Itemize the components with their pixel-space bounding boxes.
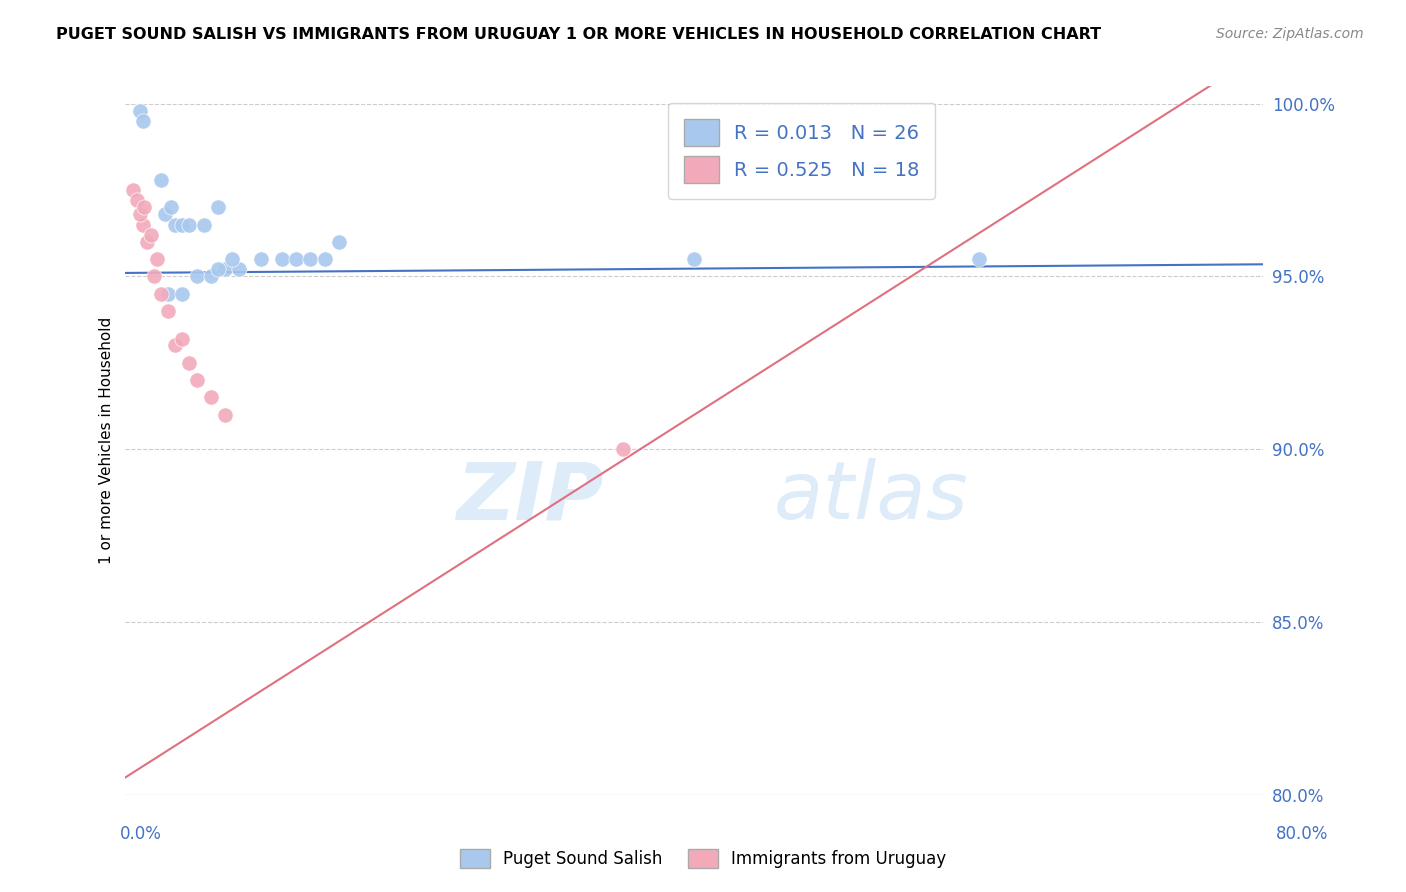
Point	[145, 252, 167, 266]
Point	[683, 252, 706, 266]
Text: PUGET SOUND SALISH VS IMMIGRANTS FROM URUGUAY 1 OR MORE VEHICLES IN HOUSEHOLD CO: PUGET SOUND SALISH VS IMMIGRANTS FROM UR…	[56, 27, 1101, 42]
Point	[228, 262, 250, 277]
Point	[207, 262, 229, 277]
Text: atlas: atlas	[775, 458, 969, 536]
Point	[186, 269, 208, 284]
Point	[271, 252, 294, 266]
Point	[128, 103, 150, 118]
Point	[157, 304, 180, 318]
Point	[200, 390, 222, 404]
Point	[172, 218, 194, 232]
Point	[132, 200, 155, 214]
Text: 0.0%: 0.0%	[120, 825, 162, 843]
Legend: R = 0.013   N = 26, R = 0.525   N = 18: R = 0.013 N = 26, R = 0.525 N = 18	[668, 103, 935, 199]
Y-axis label: 1 or more Vehicles in Household: 1 or more Vehicles in Household	[100, 317, 114, 564]
Point	[128, 207, 150, 221]
Point	[249, 252, 271, 266]
Point	[139, 227, 162, 242]
Point	[150, 172, 173, 186]
Point	[200, 269, 222, 284]
Text: 80.0%: 80.0%	[1277, 825, 1329, 843]
Point	[157, 286, 180, 301]
Point	[160, 200, 183, 214]
Point	[179, 218, 201, 232]
Legend: Puget Sound Salish, Immigrants from Uruguay: Puget Sound Salish, Immigrants from Urug…	[453, 842, 953, 875]
Point	[131, 218, 153, 232]
Point	[612, 442, 634, 457]
Point	[165, 218, 187, 232]
Point	[125, 194, 148, 208]
Point	[214, 262, 236, 277]
Point	[150, 286, 173, 301]
Text: ZIP: ZIP	[456, 458, 603, 536]
Point	[131, 114, 153, 128]
Point	[142, 269, 165, 284]
Point	[967, 252, 990, 266]
Point	[221, 252, 243, 266]
Point	[299, 252, 322, 266]
Point	[121, 183, 143, 197]
Point	[328, 235, 350, 249]
Point	[193, 218, 215, 232]
Point	[172, 332, 194, 346]
Point	[207, 200, 229, 214]
Point	[172, 286, 194, 301]
Point	[155, 207, 177, 221]
Point	[165, 338, 187, 352]
Point	[314, 252, 336, 266]
Point	[135, 235, 157, 249]
Point	[186, 373, 208, 387]
Point	[285, 252, 308, 266]
Text: Source: ZipAtlas.com: Source: ZipAtlas.com	[1216, 27, 1364, 41]
Point	[214, 408, 236, 422]
Point	[179, 356, 201, 370]
